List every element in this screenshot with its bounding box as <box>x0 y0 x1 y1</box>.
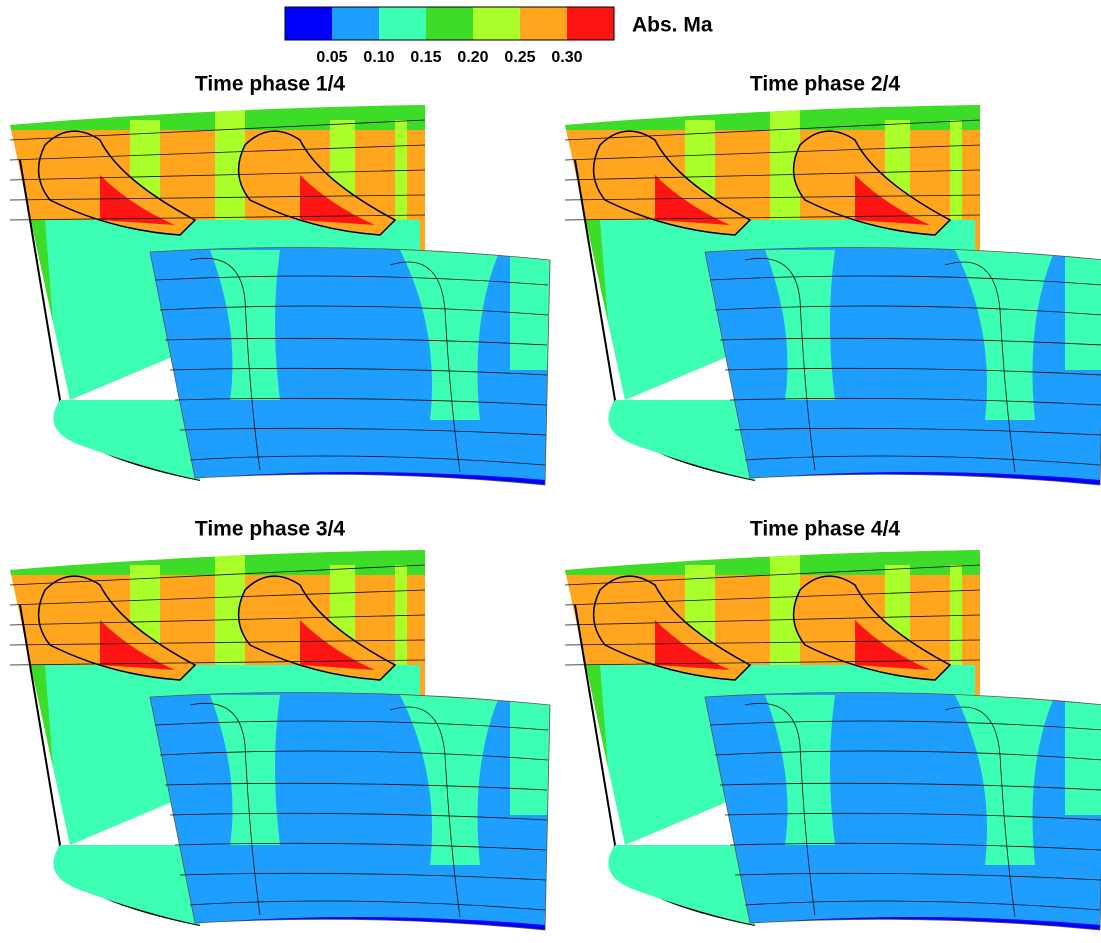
colorbar-swatch <box>567 7 614 40</box>
colorbar-swatch <box>520 7 567 40</box>
colorbar-swatch <box>332 7 379 40</box>
figure: 0.05 0.10 0.15 0.20 0.25 0.30 Abs. Ma Time phas… <box>0 0 1101 943</box>
colorbar-tick-label: 0.20 <box>457 49 488 66</box>
panel-title: Time phase 4/4 <box>750 518 901 541</box>
contour-panel <box>555 100 1101 490</box>
page: Abs. Ma contours {"colorbar": {"label": … <box>0 0 1101 943</box>
colorbar-tick-label: 0.25 <box>504 49 535 66</box>
panel-title: Time phase 1/4 <box>195 73 346 96</box>
contour-panel <box>0 545 560 935</box>
colorbar-swatch <box>473 7 520 40</box>
colorbar-tick-label: 0.15 <box>410 49 441 66</box>
contour-panel <box>0 100 560 490</box>
colorbar-swatch <box>426 7 473 40</box>
contour-panel <box>555 545 1101 935</box>
body: 0.05 0.10 0.15 0.20 0.25 0.30 Abs. Ma Time phas… <box>0 0 1101 943</box>
colorbar-tick-label: 0.30 <box>551 49 582 66</box>
panel-title: Time phase 3/4 <box>195 518 346 541</box>
colorbar-swatch <box>379 7 426 40</box>
colorbar-tick-label: 0.10 <box>363 49 394 66</box>
colorbar-swatch <box>285 7 332 40</box>
colorbar-label: Abs. Ma <box>632 14 713 37</box>
panel-title: Time phase 2/4 <box>750 73 901 96</box>
colorbar-tick-label: 0.05 <box>316 49 347 66</box>
